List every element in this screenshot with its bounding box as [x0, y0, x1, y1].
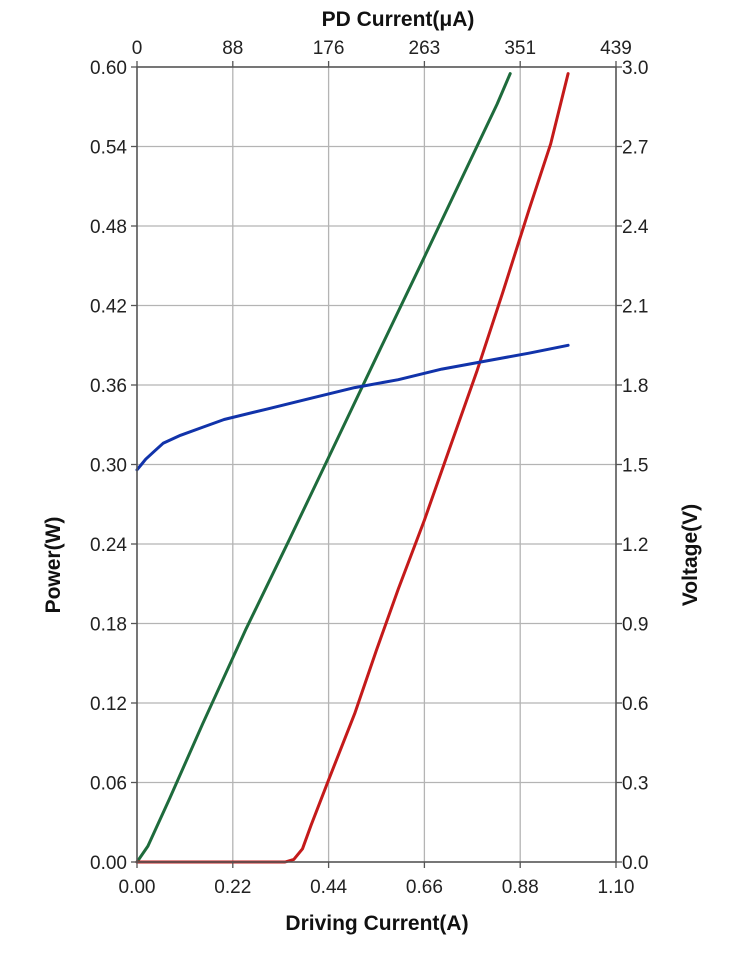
y2-tick-label: 0.6	[622, 694, 648, 715]
grid	[137, 67, 616, 862]
series-power-line	[135, 72, 570, 864]
series-lines	[135, 72, 570, 864]
x-tick-label: 0.22	[214, 877, 251, 898]
y2-tick-label: 2.7	[622, 138, 648, 159]
y2-tick-label: 0.0	[622, 853, 648, 874]
y-axis-title: Power(W)	[42, 517, 65, 614]
y-tick-label: 0.00	[90, 853, 127, 874]
y2-tick-label: 0.3	[622, 774, 648, 795]
x2-tick-label: 439	[600, 38, 632, 59]
axis-ticks: 0.00 0.22 0.44 0.66 0.88 1.10 0 88 176 263 351 439 0…	[90, 38, 649, 898]
y2-tick-label: 1.8	[622, 376, 648, 397]
x-tick-label: 0.66	[406, 877, 443, 898]
x-tick-label: 0.44	[310, 877, 347, 898]
y-tick-label: 0.18	[90, 615, 127, 636]
x-axis-title: Driving Current(A)	[285, 912, 468, 935]
y2-tick-label: 1.2	[622, 535, 648, 556]
x2-tick-label: 88	[222, 38, 243, 59]
x2-axis-title: PD Current(μA)	[322, 8, 475, 31]
y-tick-label: 0.06	[90, 774, 127, 795]
x2-tick-label: 351	[504, 38, 536, 59]
x2-tick-label: 263	[409, 38, 441, 59]
x2-tick-label: 176	[313, 38, 345, 59]
y2-tick-label: 3.0	[622, 58, 648, 79]
series-voltage-line	[135, 343, 570, 472]
y-tick-label: 0.48	[90, 217, 127, 238]
series-pd-current-line	[135, 72, 512, 864]
x2-tick-label: 0	[132, 38, 143, 59]
y-tick-label: 0.24	[90, 535, 127, 556]
y2-tick-label: 2.4	[622, 217, 649, 238]
y-tick-label: 0.12	[90, 694, 127, 715]
x-tick-label: 1.10	[598, 877, 635, 898]
y-tick-label: 0.54	[90, 138, 127, 159]
y-tick-label: 0.42	[90, 297, 127, 318]
y-tick-label: 0.36	[90, 376, 127, 397]
y2-axis-title: Voltage(V)	[679, 504, 702, 606]
y2-tick-label: 2.1	[622, 297, 648, 318]
y2-tick-label: 0.9	[622, 615, 648, 636]
y2-tick-label: 1.5	[622, 456, 648, 477]
y-tick-label: 0.30	[90, 456, 127, 477]
x-tick-label: 0.00	[119, 877, 156, 898]
y-tick-label: 0.60	[90, 58, 127, 79]
x-tick-label: 0.88	[502, 877, 539, 898]
